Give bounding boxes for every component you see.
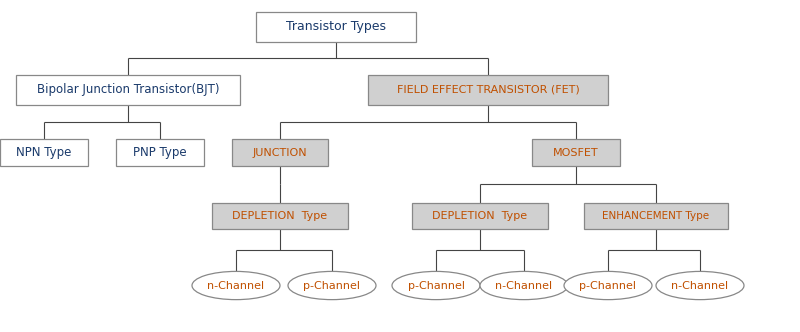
- Text: n-Channel: n-Channel: [671, 281, 729, 290]
- FancyBboxPatch shape: [0, 139, 88, 166]
- FancyBboxPatch shape: [532, 139, 620, 166]
- Ellipse shape: [564, 272, 652, 299]
- FancyBboxPatch shape: [212, 203, 348, 229]
- Ellipse shape: [192, 272, 280, 299]
- Text: MOSFET: MOSFET: [553, 148, 599, 158]
- FancyBboxPatch shape: [256, 12, 416, 42]
- Text: n-Channel: n-Channel: [207, 281, 265, 290]
- Text: NPN Type: NPN Type: [16, 146, 72, 159]
- FancyBboxPatch shape: [116, 139, 204, 166]
- Ellipse shape: [392, 272, 480, 299]
- Text: p-Channel: p-Channel: [303, 281, 361, 290]
- Text: p-Channel: p-Channel: [407, 281, 465, 290]
- FancyBboxPatch shape: [368, 75, 608, 105]
- FancyBboxPatch shape: [16, 75, 240, 105]
- Ellipse shape: [656, 272, 744, 299]
- Ellipse shape: [480, 272, 568, 299]
- FancyBboxPatch shape: [232, 139, 328, 166]
- Text: n-Channel: n-Channel: [495, 281, 553, 290]
- Text: Bipolar Junction Transistor(BJT): Bipolar Junction Transistor(BJT): [37, 83, 219, 96]
- Text: FIELD EFFECT TRANSISTOR (FET): FIELD EFFECT TRANSISTOR (FET): [397, 85, 579, 95]
- FancyBboxPatch shape: [584, 203, 728, 229]
- Text: JUNCTION: JUNCTION: [253, 148, 307, 158]
- Text: DEPLETION  Type: DEPLETION Type: [433, 211, 527, 221]
- Ellipse shape: [288, 272, 376, 299]
- Text: DEPLETION  Type: DEPLETION Type: [233, 211, 327, 221]
- Text: Transistor Types: Transistor Types: [286, 20, 386, 33]
- Text: ENHANCEMENT Type: ENHANCEMENT Type: [602, 211, 710, 221]
- Text: p-Channel: p-Channel: [579, 281, 637, 290]
- FancyBboxPatch shape: [412, 203, 548, 229]
- Text: PNP Type: PNP Type: [133, 146, 187, 159]
